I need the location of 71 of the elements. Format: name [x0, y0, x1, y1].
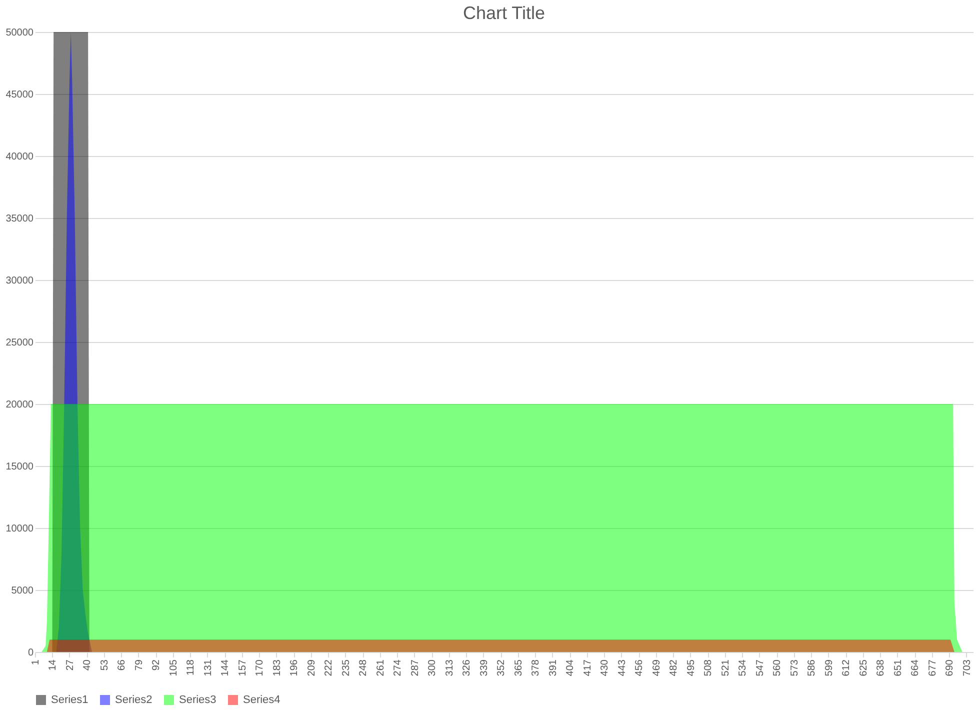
x-tick-label: 105 [168, 659, 180, 676]
x-tick-label: 482 [668, 659, 680, 676]
x-tick-label: 300 [427, 659, 438, 676]
x-tick-label: 274 [392, 659, 404, 676]
y-tick-label: 40000 [6, 152, 34, 162]
x-tick-label: 456 [634, 659, 646, 676]
x-tick-label: 664 [910, 659, 922, 676]
x-tick-label: 573 [789, 659, 800, 676]
x-tick-label: 144 [220, 659, 232, 676]
x-tick-label: 690 [944, 659, 956, 676]
y-tick-label: 10000 [6, 524, 34, 534]
x-tick-label: 209 [306, 659, 318, 676]
x-tick-label: 703 [962, 659, 973, 676]
y-tick-label: 0 [28, 648, 34, 658]
legend-label: Series2 [115, 694, 152, 706]
x-tick-label: 222 [324, 659, 335, 676]
x-tick-label: 183 [272, 659, 283, 676]
x-tick-label: 404 [565, 659, 576, 676]
x-tick-label: 79 [134, 659, 145, 671]
x-tick-label: 495 [686, 659, 697, 676]
y-tick-label: 30000 [6, 276, 34, 286]
x-tick-label: 261 [375, 659, 386, 676]
y-tick-label: 5000 [11, 586, 34, 596]
x-tick-label: 14 [48, 659, 59, 671]
legend-label: Series1 [51, 694, 88, 706]
x-tick-label: 287 [410, 659, 421, 676]
y-tick-label: 20000 [6, 400, 34, 410]
x-tick-label: 27 [64, 659, 76, 671]
y-tick-label: 35000 [6, 214, 34, 224]
x-tick-label: 131 [202, 659, 214, 676]
x-tick-label: 430 [600, 659, 611, 676]
legend-label: Series3 [179, 694, 216, 706]
x-tick-label: 560 [772, 659, 784, 676]
x-tick-label: 612 [841, 659, 852, 676]
x-tick-label: 586 [806, 659, 818, 676]
x-tick-label: 534 [738, 659, 749, 676]
x-tick-label: 638 [876, 659, 887, 676]
y-tick-label: 45000 [6, 90, 34, 100]
x-tick-label: 157 [237, 659, 248, 676]
x-tick-label: 66 [116, 659, 128, 671]
y-tick-label: 50000 [6, 28, 34, 38]
x-tick-label: 352 [496, 659, 508, 676]
x-tick-label: 508 [703, 659, 714, 676]
x-tick-label: 417 [582, 659, 594, 676]
x-tick-label: 378 [530, 659, 542, 676]
x-tick-label: 599 [824, 659, 835, 676]
legend-label: Series4 [243, 694, 280, 706]
x-tick-label: 677 [927, 659, 938, 676]
x-tick-label: 118 [186, 659, 197, 676]
x-tick-label: 40 [82, 659, 94, 671]
x-tick-label: 248 [358, 659, 370, 676]
x-tick-label: 235 [340, 659, 352, 676]
x-tick-label: 53 [99, 659, 110, 671]
x-tick-label: 92 [151, 659, 162, 671]
x-tick-label: 365 [513, 659, 524, 676]
x-tick-label: 443 [616, 659, 628, 676]
y-tick-label: 15000 [6, 462, 34, 472]
x-tick-label: 521 [720, 659, 732, 676]
x-tick-label: 339 [478, 659, 490, 676]
x-tick-label: 651 [892, 659, 904, 676]
x-tick-label: 326 [462, 659, 473, 676]
x-tick-label: 313 [444, 659, 456, 676]
y-tick-label: 25000 [6, 338, 34, 348]
x-tick-label: 547 [754, 659, 766, 676]
x-tick-label: 170 [254, 659, 266, 676]
chart-title: Chart Title [462, 3, 546, 23]
x-tick-label: 391 [548, 659, 559, 676]
x-tick-label: 625 [858, 659, 870, 676]
x-tick-label: 469 [651, 659, 662, 676]
x-tick-label: 196 [289, 659, 300, 676]
x-tick-label: 1 [30, 659, 42, 666]
